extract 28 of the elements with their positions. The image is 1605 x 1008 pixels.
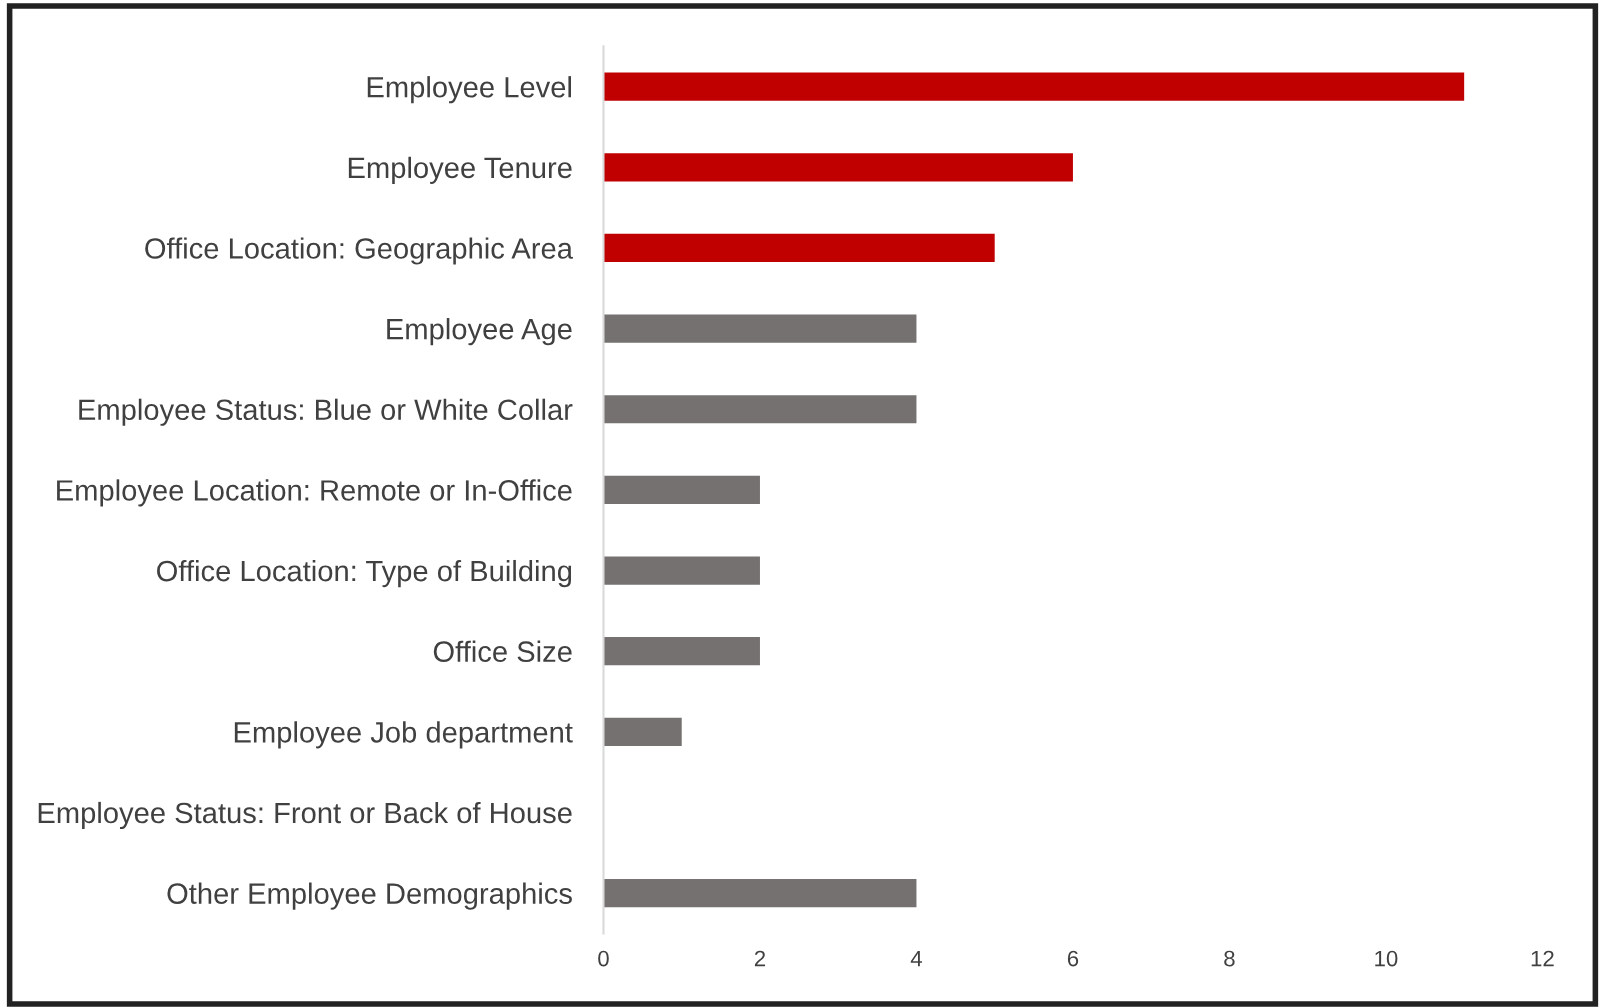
bar [603, 717, 682, 746]
y-tick-label: Other Employee Demographics [167, 882, 572, 910]
y-tick-label: Employee Status: Front or Back of House [38, 801, 572, 830]
y-tick-label: Office Location: Type of Building [157, 559, 572, 588]
x-tick-label: 12 [1531, 950, 1554, 967]
x-tick-label: 0 [598, 950, 609, 967]
y-tick-label: Office Size [433, 640, 572, 663]
y-tick-label: Employee Status: Blue or White Collar [79, 398, 573, 426]
y-tick-label: Employee Job department [234, 721, 573, 749]
bar [603, 314, 917, 343]
x-tick-label: 2 [754, 950, 766, 967]
x-tick-label: 6 [1067, 950, 1079, 967]
y-tick-label: Employee Location: Remote or In-Office [57, 479, 572, 507]
y-tick-label: Employee Age [387, 318, 572, 346]
bar [603, 395, 917, 424]
bar [603, 637, 760, 666]
y-tick-label: Employee Level [367, 76, 571, 104]
y-tick-label: Employee Tenure [348, 156, 572, 184]
x-tick-label: 10 [1375, 950, 1398, 967]
y-tick-label: Office Location: Geographic Area [145, 237, 573, 265]
bar [603, 556, 760, 585]
x-tick-label: 4 [910, 950, 922, 967]
x-tick-label: 8 [1224, 950, 1235, 967]
bar [603, 153, 1073, 182]
bar [603, 72, 1465, 101]
bar [603, 878, 917, 908]
bar [603, 233, 995, 263]
bar [603, 475, 760, 504]
